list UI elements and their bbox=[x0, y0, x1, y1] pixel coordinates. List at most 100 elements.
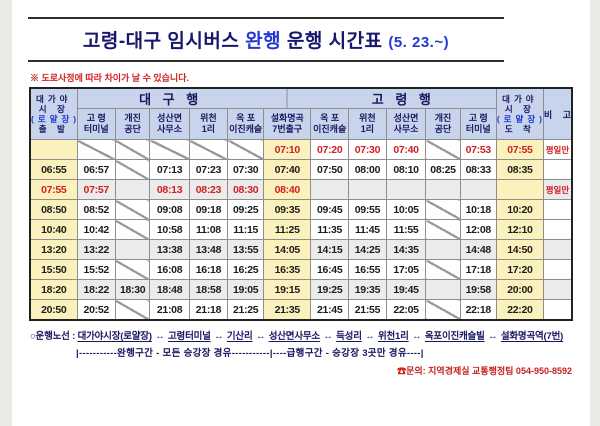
time-cell: 07:57 bbox=[76, 179, 116, 200]
route-stop: 설화명곡역(7번) bbox=[500, 331, 564, 342]
remark-cell bbox=[542, 259, 573, 280]
stop-header: 위천 1리 bbox=[188, 108, 229, 140]
time-cell: 13:38 bbox=[149, 239, 190, 260]
time-cell: 19:58 bbox=[459, 279, 497, 300]
corner-line: 도 착 bbox=[504, 124, 535, 135]
route-stop: 옥포이진캐슬빌 bbox=[424, 331, 485, 342]
stop-header: 옥 포 이진캐슬 bbox=[310, 108, 350, 140]
stop-header: 고 령 터미널 bbox=[76, 108, 116, 140]
time-cell: 08:33 bbox=[459, 159, 497, 180]
timetable-row: 20:50 20:52 21:08 21:18 21:25 21:35 21:45 21:55… bbox=[29, 299, 573, 321]
time-cell bbox=[114, 199, 151, 220]
time-cell bbox=[76, 139, 116, 160]
timetable-row: 13:20 13:22 13:38 13:48 13:55 14:05 14:15 14:25… bbox=[29, 239, 573, 260]
time-cell: 19:15 bbox=[263, 279, 312, 300]
road-condition-note: ※ 도로사정에 따라 차이가 날 수 있습니다. bbox=[30, 73, 189, 83]
time-cell: 21:25 bbox=[227, 299, 265, 321]
time-cell: 07:50 bbox=[310, 159, 350, 180]
time-cell: 16:35 bbox=[263, 259, 312, 280]
arrive-corner-header: 대가야 시 장 (로얄장) 도 착 bbox=[495, 87, 544, 140]
time-cell: 12:08 bbox=[459, 219, 497, 240]
corner-line: 출 발 bbox=[38, 124, 69, 135]
time-cell: 09:45 bbox=[310, 199, 350, 220]
time-cell: 06:57 bbox=[76, 159, 116, 180]
time-cell: 21:18 bbox=[188, 299, 229, 321]
timetable-row: 06:55 06:57 07:13 07:23 07:30 07:40 07:50 08:00… bbox=[29, 159, 573, 180]
remark-cell: 평일만 bbox=[542, 179, 573, 200]
time-cell bbox=[385, 179, 427, 200]
corner-line: (로얄장) bbox=[496, 114, 544, 124]
corner-line: 시 장 bbox=[38, 103, 69, 114]
time-cell: 09:35 bbox=[263, 199, 312, 220]
time-cell: 18:58 bbox=[188, 279, 229, 300]
stop-header: 성산면 사무소 bbox=[385, 108, 427, 140]
time-cell bbox=[114, 219, 151, 240]
depart-time-cell bbox=[29, 139, 78, 160]
remark-cell bbox=[542, 159, 573, 180]
time-cell bbox=[425, 219, 461, 240]
time-cell bbox=[425, 279, 461, 300]
time-cell bbox=[425, 239, 461, 260]
route-stop: 성산면사무소 bbox=[268, 331, 320, 342]
arrive-time-cell: 22:20 bbox=[495, 299, 544, 321]
corner-line: 대가야 bbox=[502, 93, 538, 104]
time-cell: 14:25 bbox=[348, 239, 387, 260]
time-cell: 10:58 bbox=[149, 219, 190, 240]
time-cell: 20:52 bbox=[76, 299, 116, 321]
bus-timetable: 대가야 시 장 (로얄장) 출 발 대 구 행 고 령 행 대가야 시 장 (로… bbox=[29, 87, 573, 321]
time-cell: 07:13 bbox=[149, 159, 190, 180]
time-cell: 19:25 bbox=[310, 279, 350, 300]
title-block: 고령-대구 임시버스 완행 운행 시간표 (5. 23.~) bbox=[28, 17, 504, 62]
remark-cell bbox=[542, 239, 573, 260]
footer-notes: ○운행노선 : 대가야시장(로얄장) ↔ 고령터미널 ↔ 기산리 ↔ 성산면사무… bbox=[30, 328, 600, 377]
route-arrow: ↔ bbox=[409, 331, 424, 342]
time-cell: 18:48 bbox=[149, 279, 190, 300]
arrive-time-cell: 07:55 bbox=[495, 139, 544, 160]
time-cell: 08:52 bbox=[76, 199, 116, 220]
time-cell: 09:08 bbox=[149, 199, 190, 220]
time-cell bbox=[310, 179, 350, 200]
time-cell bbox=[425, 139, 461, 160]
time-cell: 21:45 bbox=[310, 299, 350, 321]
remark-cell bbox=[542, 279, 573, 300]
time-cell: 07:40 bbox=[263, 159, 312, 180]
timetable-row: 08:50 08:52 09:08 09:18 09:25 09:35 09:45 09:55… bbox=[29, 199, 573, 220]
route-label: ○운행노선 : bbox=[30, 331, 76, 342]
timetable-page: 고령-대구 임시버스 완행 운행 시간표 (5. 23.~) ※ 도로사정에 따… bbox=[0, 17, 600, 426]
time-cell bbox=[425, 259, 461, 280]
arrive-time-cell: 08:35 bbox=[495, 159, 544, 180]
time-cell: 13:55 bbox=[227, 239, 265, 260]
route-stops: 대가야시장(로얄장) ↔ 고령터미널 ↔ 기산리 ↔ 성산면사무소 ↔ 득성리 … bbox=[78, 331, 564, 342]
route-stop: 고령터미널 bbox=[168, 331, 211, 342]
time-cell: 11:08 bbox=[188, 219, 229, 240]
timetable-row: 07:55 07:57 08:13 08:23 08:30 08:40 평일만 bbox=[29, 179, 573, 200]
time-cell: 16:18 bbox=[188, 259, 229, 280]
time-cell: 07:30 bbox=[227, 159, 265, 180]
stop-header: 개진 공단 bbox=[425, 108, 461, 140]
route-arrow: ↔ bbox=[320, 331, 336, 342]
time-cell: 11:55 bbox=[385, 219, 427, 240]
time-cell bbox=[114, 239, 151, 260]
time-cell: 08:10 bbox=[385, 159, 427, 180]
time-cell: 16:08 bbox=[149, 259, 190, 280]
corner-line: (로얄장) bbox=[31, 114, 78, 124]
route-arrow: ↔ bbox=[362, 331, 377, 342]
time-cell: 18:22 bbox=[76, 279, 116, 300]
segment-line: |-----------완행구간 - 모든 승강장 경유-----------|… bbox=[76, 348, 424, 359]
time-cell bbox=[425, 179, 461, 200]
time-cell: 21:55 bbox=[348, 299, 387, 321]
route-arrow: ↔ bbox=[485, 331, 500, 342]
arrive-time-cell: 17:20 bbox=[495, 259, 544, 280]
time-cell: 22:18 bbox=[459, 299, 497, 321]
time-cell bbox=[227, 139, 265, 160]
stop-header: 옥 포 이진캐슬 bbox=[227, 108, 265, 140]
remark-header: 비 고 bbox=[542, 87, 573, 140]
remark-cell bbox=[542, 199, 573, 220]
depart-time-cell: 15:50 bbox=[29, 259, 78, 280]
time-cell: 14:35 bbox=[385, 239, 427, 260]
arrive-time-cell: 10:20 bbox=[495, 199, 544, 220]
time-cell: 11:25 bbox=[263, 219, 312, 240]
time-cell: 16:55 bbox=[348, 259, 387, 280]
time-cell: 16:45 bbox=[310, 259, 350, 280]
route-stop: 위천1리 bbox=[377, 331, 409, 342]
